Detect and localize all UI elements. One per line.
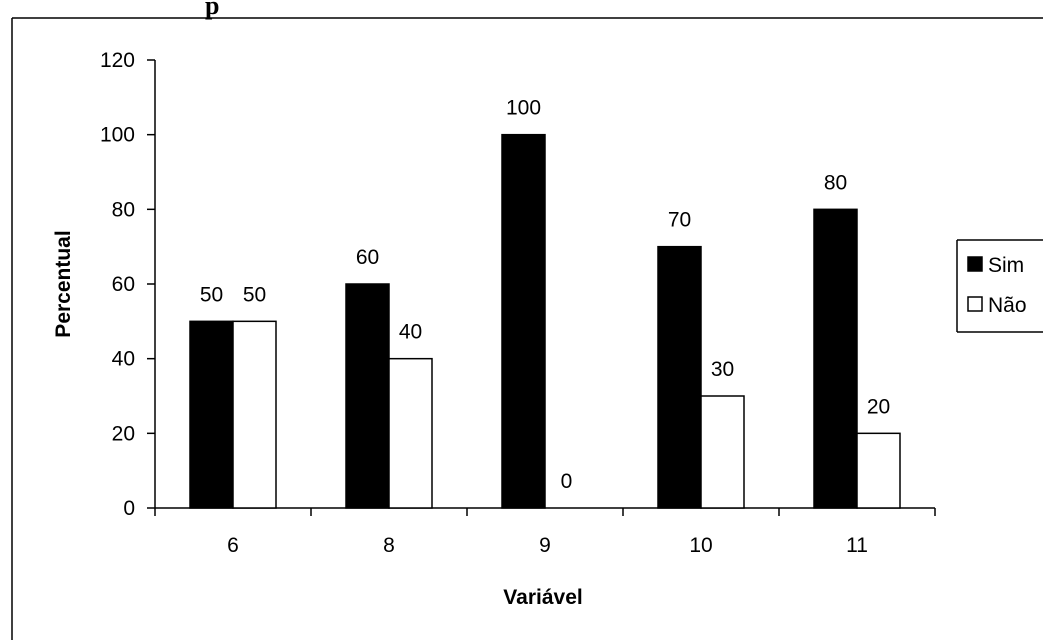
y-axis-ticks: 0 20 40 60 80 100 120 — [100, 49, 155, 520]
x-axis-ticks: 6 8 9 10 11 — [154, 508, 936, 557]
bar-nao — [856, 432, 901, 509]
bar-nao — [700, 395, 745, 509]
data-label-sim: 70 — [668, 209, 691, 232]
y-tick-label: 20 — [112, 422, 135, 445]
x-tick-label: 8 — [383, 534, 395, 557]
y-axis-title: Percentual — [52, 230, 75, 337]
legend-swatch-nao — [967, 296, 983, 312]
y-tick-label: 80 — [112, 198, 135, 221]
legend-label-sim: Sim — [988, 254, 1024, 277]
data-label-nao: 20 — [867, 395, 890, 418]
bars — [189, 133, 901, 509]
data-label-sim: 50 — [200, 283, 223, 306]
y-tick-label: 120 — [100, 49, 135, 72]
data-label-nao: 30 — [711, 358, 734, 381]
heading-fragment: p — [205, 0, 219, 20]
data-labels: 50 60 100 70 80 50 40 0 30 20 — [200, 97, 890, 493]
legend-label-nao: Não — [988, 294, 1027, 317]
legend: Sim Não — [956, 239, 1043, 333]
data-label-nao: 50 — [243, 283, 266, 306]
y-tick-label: 100 — [100, 124, 135, 147]
data-label-sim: 80 — [824, 171, 847, 194]
x-tick-label: 11 — [846, 534, 868, 557]
x-tick-label: 9 — [539, 534, 551, 557]
x-tick-label: 6 — [227, 534, 239, 557]
data-label-nao: 40 — [399, 321, 422, 344]
bar-sim — [813, 208, 858, 509]
y-tick-label: 60 — [112, 273, 135, 296]
y-tick-label: 40 — [112, 348, 135, 371]
bar-sim — [501, 133, 546, 509]
bar-sim — [345, 283, 390, 509]
data-label-sim: 100 — [506, 97, 541, 120]
bar-nao — [388, 357, 433, 509]
data-label-sim: 60 — [356, 246, 379, 269]
bar-sim — [657, 245, 702, 509]
data-label-nao: 0 — [561, 470, 573, 493]
bar-nao — [232, 320, 277, 509]
legend-swatch-sim — [967, 256, 983, 272]
y-tick-label: 0 — [123, 497, 135, 520]
x-tick-label: 10 — [689, 534, 712, 557]
x-axis-title: Variável — [503, 586, 582, 609]
bar-sim — [189, 320, 234, 509]
